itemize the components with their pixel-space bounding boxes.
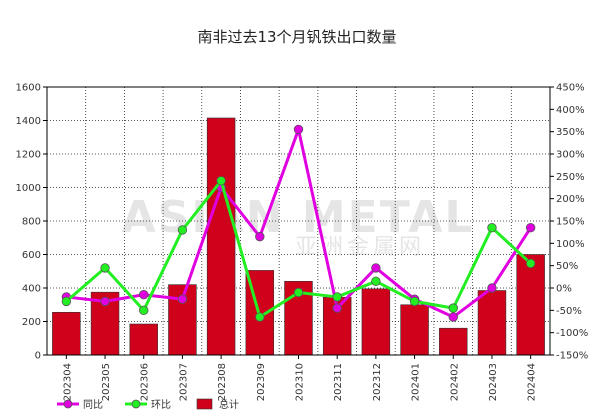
legend-marker	[63, 399, 73, 409]
chart-title: 南非过去13个月钒铁出口数量	[197, 28, 396, 46]
watermark-text-cn: 亚洲金属网	[295, 235, 425, 260]
legend-label: 同比	[83, 399, 103, 411]
y-tick-label: 0	[35, 351, 41, 362]
y2-tick-label: 250%	[556, 172, 585, 183]
bar	[206, 117, 236, 356]
data-point	[371, 263, 381, 273]
bar	[477, 290, 507, 356]
data-point	[525, 222, 536, 233]
y2-tick-label: 50%	[556, 261, 578, 272]
data-point	[409, 296, 420, 307]
data-point	[139, 305, 149, 316]
y-tick-label: 1400	[16, 116, 41, 127]
x-tick-label: 202304	[62, 363, 73, 401]
y-tick-label: 200	[22, 317, 41, 328]
data-point	[448, 303, 458, 313]
y2-tick-label: 100%	[556, 239, 585, 250]
y2-tick-label: 450%	[556, 83, 585, 94]
left-axis-ticks: 0 200 400 600 800 1000 1200 1400 1600	[16, 83, 47, 362]
y2-tick-label: -50%	[556, 306, 582, 317]
data-point	[177, 225, 188, 235]
legend: 同比 环比 总计	[57, 398, 239, 411]
legend-swatch	[196, 398, 213, 410]
data-point	[332, 303, 342, 313]
bar	[516, 254, 545, 356]
y-tick-label: 400	[22, 284, 41, 295]
data-point	[293, 124, 304, 135]
x-tick-label: 202309	[256, 363, 267, 401]
bar	[52, 311, 81, 356]
y2-tick-label: 150%	[556, 217, 585, 228]
x-tick-label: 202308	[217, 363, 228, 401]
y2-tick-label: 0%	[556, 284, 572, 295]
right-axis-ticks: -150% -100% -50% 0% 50% 100% 150% 200% 250% 300% 3…	[550, 83, 588, 362]
legend-label: 环比	[151, 399, 171, 411]
y2-tick-label: -150%	[556, 351, 588, 362]
bar-series	[52, 117, 545, 356]
data-point	[525, 258, 536, 269]
y2-tick-label: 300%	[556, 150, 585, 161]
x-tick-label: 202311	[333, 363, 344, 401]
data-point	[177, 294, 188, 304]
data-point	[255, 231, 265, 242]
x-tick-label: 202312	[372, 363, 383, 401]
bar	[129, 323, 158, 356]
data-point	[487, 222, 497, 233]
x-tick-label: 202404	[527, 363, 538, 401]
data-point	[100, 263, 110, 273]
x-tick-label: 202310	[295, 363, 306, 401]
data-point	[487, 283, 497, 293]
bar	[400, 304, 429, 356]
data-point	[255, 312, 265, 322]
y2-tick-label: 400%	[556, 105, 585, 116]
x-tick-label: 202401	[411, 363, 422, 401]
bar	[439, 327, 468, 356]
data-point	[100, 296, 110, 307]
x-tick-label: 202306	[140, 363, 151, 401]
data-point	[371, 276, 381, 287]
line-series	[61, 124, 536, 322]
y2-tick-label: 350%	[556, 127, 585, 138]
y2-tick-label: -100%	[556, 328, 588, 339]
data-point	[293, 287, 304, 298]
x-tick-label: 202402	[449, 363, 460, 401]
y-tick-label: 600	[22, 250, 41, 261]
y-tick-label: 1600	[16, 83, 41, 94]
x-axis-ticks: 202304 202305 202306 202307 202308 202309 2023…	[62, 355, 538, 401]
y-tick-label: 800	[22, 217, 41, 228]
legend-label: 总计	[219, 398, 239, 411]
x-tick-label: 202307	[178, 363, 189, 401]
data-point	[216, 176, 226, 186]
y-tick-label: 1200	[16, 150, 41, 161]
x-tick-label: 202403	[488, 363, 499, 401]
data-point	[332, 292, 342, 302]
x-tick-label: 202305	[101, 363, 112, 401]
data-point	[139, 290, 149, 300]
data-point	[448, 312, 458, 322]
y2-tick-label: 200%	[556, 194, 585, 205]
data-point	[61, 296, 72, 307]
y-tick-label: 1000	[16, 183, 41, 194]
legend-marker	[131, 399, 141, 409]
bar	[361, 288, 391, 356]
